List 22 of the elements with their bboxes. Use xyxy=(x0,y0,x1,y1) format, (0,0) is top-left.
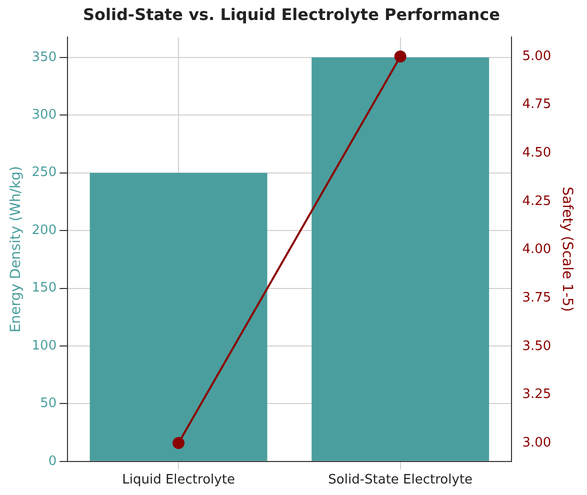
y2-tick-label: 3.50 xyxy=(522,338,552,354)
y-tick-label: 200 xyxy=(32,222,57,238)
y-tick-label: 250 xyxy=(32,165,57,180)
y-tick-label: 350 xyxy=(32,50,57,65)
y-tick-label: 100 xyxy=(32,338,57,354)
y2-tick-label: 3.25 xyxy=(522,387,552,402)
y2-tick-label: 3.75 xyxy=(522,290,552,306)
y-axis-title: Energy Density (Wh/kg) xyxy=(8,166,24,333)
y2-tick-label: 4.25 xyxy=(522,194,552,209)
y2-tick-label: 4.00 xyxy=(522,242,552,258)
x-tick-label: Liquid Electrolyte xyxy=(122,472,235,488)
y2-tick-label: 5.00 xyxy=(522,48,552,64)
y-tick-label: 150 xyxy=(32,280,57,296)
y-tick-label: 300 xyxy=(32,107,57,122)
y2-tick-label: 4.50 xyxy=(522,146,552,161)
y2-axis-title: Safety (Scale 1-5) xyxy=(558,186,575,312)
y-tick-label: 50 xyxy=(40,396,57,412)
y2-tick-label: 3.00 xyxy=(522,435,552,450)
y-tick-label: 0 xyxy=(48,454,57,469)
chart-title: Solid-State vs. Liquid Electrolyte Performance xyxy=(82,4,500,24)
y2-tick-label: 4.75 xyxy=(522,97,552,112)
x-tick-label: Solid-State Electrolyte xyxy=(328,472,473,488)
